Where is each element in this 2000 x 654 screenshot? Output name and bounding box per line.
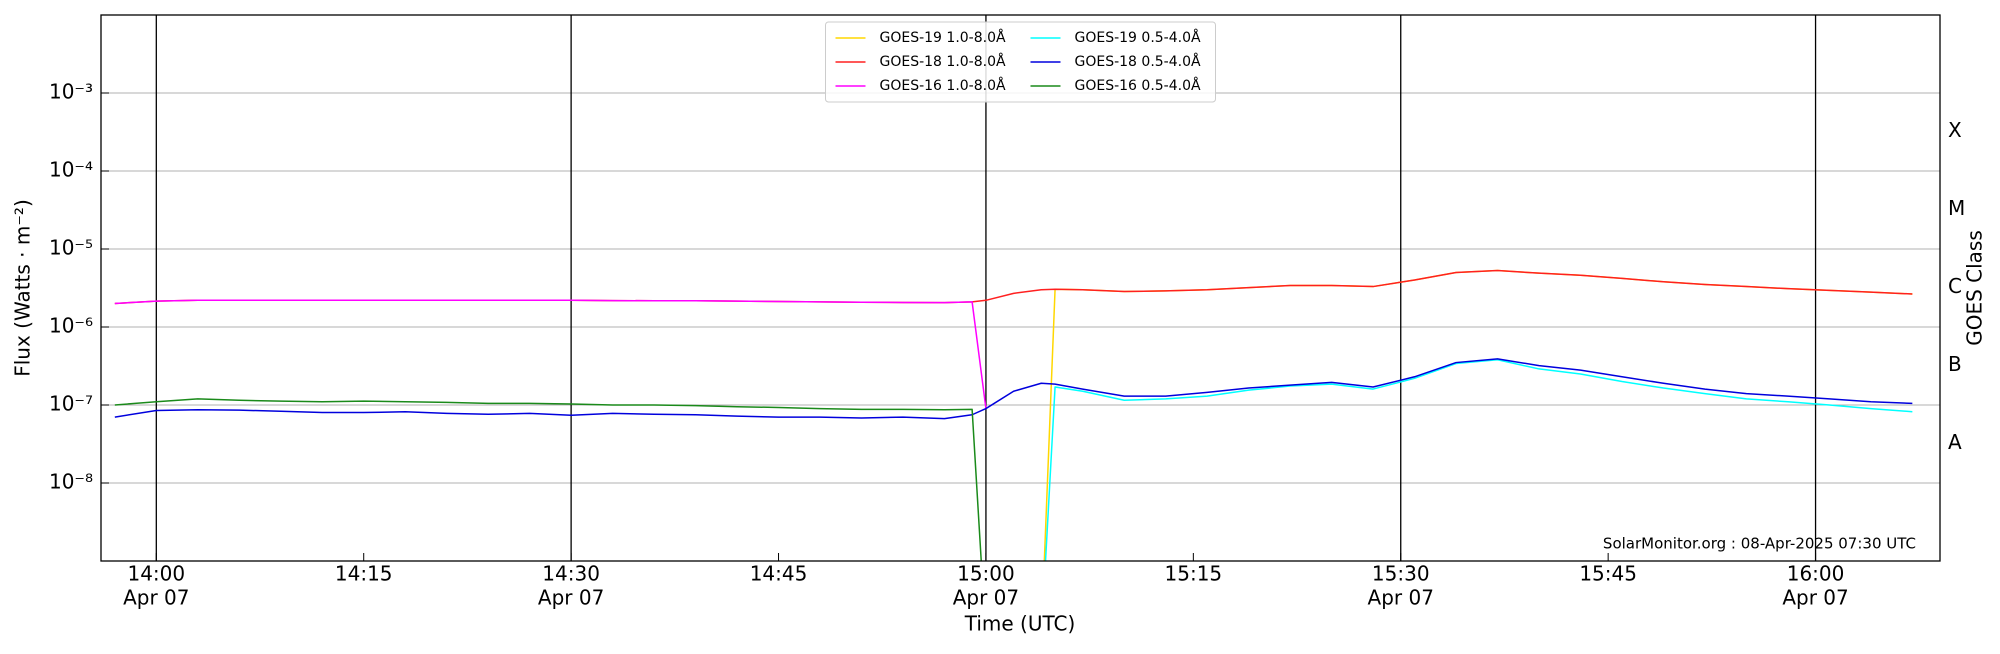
y-tick-label: 10⁻⁵ xyxy=(49,236,93,260)
x-tick-label: 14:30 xyxy=(542,562,600,586)
y2-axis-label: GOES Class xyxy=(1963,230,1987,346)
y-axis-label: Flux (Watts · m⁻²) xyxy=(11,199,35,377)
annotation: SolarMonitor.org : 08-Apr-2025 07:30 UTC xyxy=(1603,535,1916,553)
x-tick-label: 16:00 xyxy=(1787,562,1845,586)
series-line xyxy=(114,299,987,409)
x-tick-label: 15:30 xyxy=(1372,562,1430,586)
y2-tick-label: C xyxy=(1948,274,1962,298)
x-tick-label: 14:45 xyxy=(750,562,808,586)
series-line xyxy=(114,358,1913,420)
legend-label: GOES-18 0.5-4.0Å xyxy=(1075,53,1201,70)
y2-tick-label: X xyxy=(1948,118,1962,142)
plot-frame xyxy=(100,14,1941,562)
x-tick-label: 14:15 xyxy=(335,562,393,586)
x-tick-label: 15:45 xyxy=(1579,562,1637,586)
x-axis-label: Time (UTC) xyxy=(964,612,1076,636)
plot-area xyxy=(114,269,1913,561)
series-line xyxy=(1044,359,1913,561)
y2-tick-label: B xyxy=(1948,352,1962,376)
x-tick-sublabel: Apr 07 xyxy=(953,586,1019,610)
y-tick-label: 10⁻⁷ xyxy=(49,392,93,416)
legend-box xyxy=(825,21,1216,103)
y-tick-label: 10⁻⁸ xyxy=(49,470,93,494)
x-tick-sublabel: Apr 07 xyxy=(123,586,189,610)
y-tick-label: 10⁻⁴ xyxy=(49,158,93,182)
legend-label: GOES-16 0.5-4.0Å xyxy=(1075,77,1201,94)
x-tick-label: 14:00 xyxy=(127,562,185,586)
y2-tick-label: A xyxy=(1948,430,1962,454)
x-tick-sublabel: Apr 07 xyxy=(1782,586,1848,610)
legend-label: GOES-19 0.5-4.0Å xyxy=(1075,29,1201,46)
x-tick-sublabel: Apr 07 xyxy=(538,586,604,610)
x-tick-label: 15:00 xyxy=(957,562,1015,586)
series-line xyxy=(114,269,1913,305)
x-tick-label: 15:15 xyxy=(1165,562,1223,586)
y-tick-label: 10⁻⁶ xyxy=(49,314,93,338)
legend-label: GOES-19 1.0-8.0Å xyxy=(880,29,1006,46)
x-tick-sublabel: Apr 07 xyxy=(1368,586,1434,610)
y2-tick-label: M xyxy=(1948,196,1965,220)
series-line xyxy=(114,398,982,561)
y-tick-label: 10⁻³ xyxy=(49,80,93,104)
legend-label: GOES-16 1.0-8.0Å xyxy=(880,77,1006,94)
legend-label: GOES-18 1.0-8.0Å xyxy=(880,53,1006,70)
